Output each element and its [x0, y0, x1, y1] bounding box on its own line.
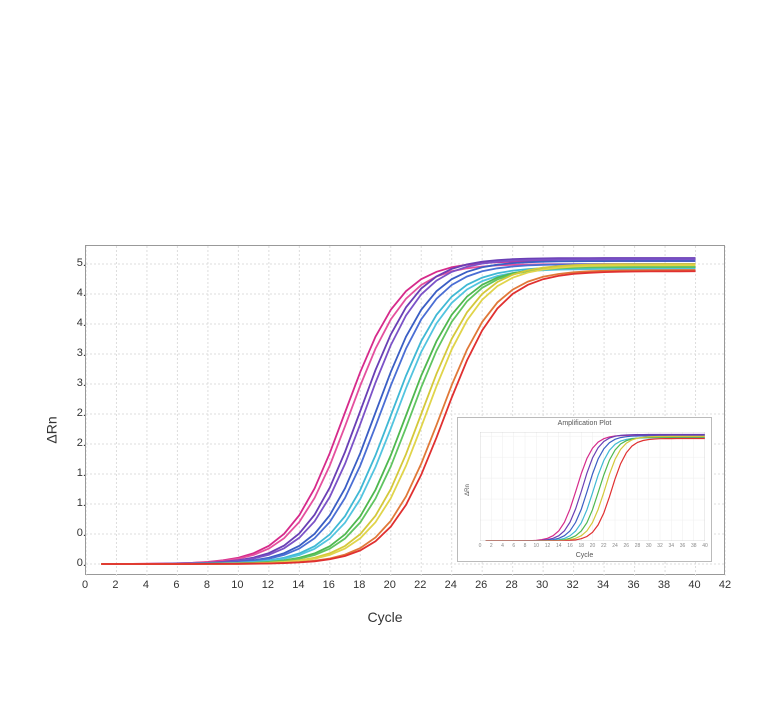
x-tick-label: 22: [414, 579, 426, 591]
inset-x-label: Cycle: [576, 552, 594, 559]
inset-x-tick: 38: [691, 543, 697, 549]
x-tick-label: 10: [231, 579, 243, 591]
x-tick-label: 20: [384, 579, 396, 591]
inset-x-tick: 32: [657, 543, 663, 549]
x-tick-label: 36: [627, 579, 639, 591]
amplification-chart: ΔRn Cycle 0.00.51.01.52.02.53.03.54.04.5…: [30, 235, 740, 625]
x-tick-label: 8: [204, 579, 210, 591]
inset-title: Amplification Plot: [558, 420, 612, 427]
x-tick-label: 18: [353, 579, 365, 591]
x-tick-label: 16: [323, 579, 335, 591]
inset-x-tick: 10: [533, 543, 539, 549]
inset-plot-area: [480, 432, 703, 539]
x-tick-label: 2: [112, 579, 118, 591]
x-tick-label: 42: [719, 579, 731, 591]
inset-x-tick: 8: [524, 543, 527, 549]
y-axis-label: ΔRn: [44, 416, 60, 443]
inset-x-tick: 34: [668, 543, 674, 549]
x-tick-label: 40: [688, 579, 700, 591]
x-axis-label: Cycle: [367, 609, 402, 625]
inset-x-tick: 16: [567, 543, 573, 549]
inset-x-tick: 30: [646, 543, 652, 549]
inset-x-tick: 14: [556, 543, 562, 549]
x-tick-label: 4: [143, 579, 149, 591]
inset-x-tick: 28: [635, 543, 641, 549]
x-tick-label: 32: [566, 579, 578, 591]
x-tick-label: 6: [173, 579, 179, 591]
inset-x-tick: 0: [479, 543, 482, 549]
inset-x-tick: 20: [590, 543, 596, 549]
x-tick-label: 30: [536, 579, 548, 591]
x-tick-label: 34: [597, 579, 609, 591]
inset-x-tick: 24: [612, 543, 618, 549]
inset-x-tick: 22: [601, 543, 607, 549]
x-tick-label: 24: [445, 579, 457, 591]
inset-x-tick: 4: [501, 543, 504, 549]
inset-x-tick: 6: [512, 543, 515, 549]
x-tick-label: 28: [506, 579, 518, 591]
x-tick-label: 12: [262, 579, 274, 591]
x-tick-label: 14: [292, 579, 304, 591]
x-tick-label: 0: [82, 579, 88, 591]
inset-chart: Amplification Plot ΔRn Cycle 02468101214…: [457, 417, 712, 562]
inset-x-tick: 36: [680, 543, 686, 549]
inset-y-label: ΔRn: [465, 484, 471, 496]
inset-x-tick: 2: [490, 543, 493, 549]
x-tick-label: 26: [475, 579, 487, 591]
inset-x-tick: 12: [545, 543, 551, 549]
inset-x-tick: 40: [702, 543, 708, 549]
inset-svg: [480, 432, 705, 541]
inset-x-tick: 18: [578, 543, 584, 549]
x-tick-label: 38: [658, 579, 670, 591]
plot-area: Amplification Plot ΔRn Cycle 02468101214…: [85, 245, 725, 575]
inset-x-tick: 26: [623, 543, 629, 549]
